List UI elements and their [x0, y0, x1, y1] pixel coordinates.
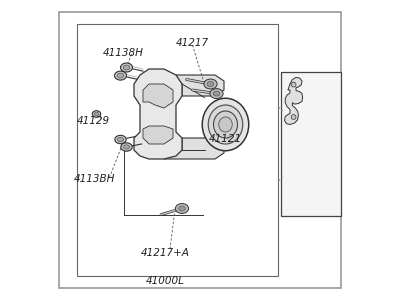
Ellipse shape: [210, 89, 223, 98]
Polygon shape: [164, 75, 224, 96]
Ellipse shape: [94, 112, 98, 116]
Ellipse shape: [208, 105, 243, 144]
Bar: [281, 72, 341, 216]
Ellipse shape: [213, 91, 220, 96]
Ellipse shape: [214, 111, 238, 138]
Ellipse shape: [124, 145, 130, 149]
Ellipse shape: [114, 71, 126, 80]
Ellipse shape: [204, 79, 217, 89]
Ellipse shape: [117, 73, 124, 78]
Polygon shape: [143, 126, 173, 144]
Text: 41217: 41217: [176, 38, 209, 49]
Text: 4113BH: 4113BH: [74, 173, 115, 184]
Bar: [77, 24, 278, 276]
Text: 41138H: 41138H: [103, 47, 144, 58]
Text: 41000L: 41000L: [146, 275, 185, 286]
Ellipse shape: [115, 135, 126, 144]
Text: 41217+A: 41217+A: [141, 248, 190, 259]
Ellipse shape: [219, 117, 232, 132]
Ellipse shape: [118, 137, 124, 142]
Polygon shape: [285, 77, 303, 124]
Polygon shape: [143, 84, 173, 108]
Ellipse shape: [121, 143, 132, 151]
Ellipse shape: [291, 82, 296, 87]
Ellipse shape: [207, 82, 214, 86]
Text: 41121: 41121: [209, 134, 242, 145]
Ellipse shape: [120, 63, 132, 72]
Ellipse shape: [92, 111, 101, 117]
Ellipse shape: [175, 203, 189, 214]
Ellipse shape: [291, 115, 296, 119]
Ellipse shape: [123, 65, 130, 70]
Text: 41129: 41129: [77, 116, 110, 127]
Ellipse shape: [179, 206, 185, 211]
Ellipse shape: [202, 98, 249, 151]
Polygon shape: [164, 138, 224, 159]
Polygon shape: [134, 69, 182, 159]
